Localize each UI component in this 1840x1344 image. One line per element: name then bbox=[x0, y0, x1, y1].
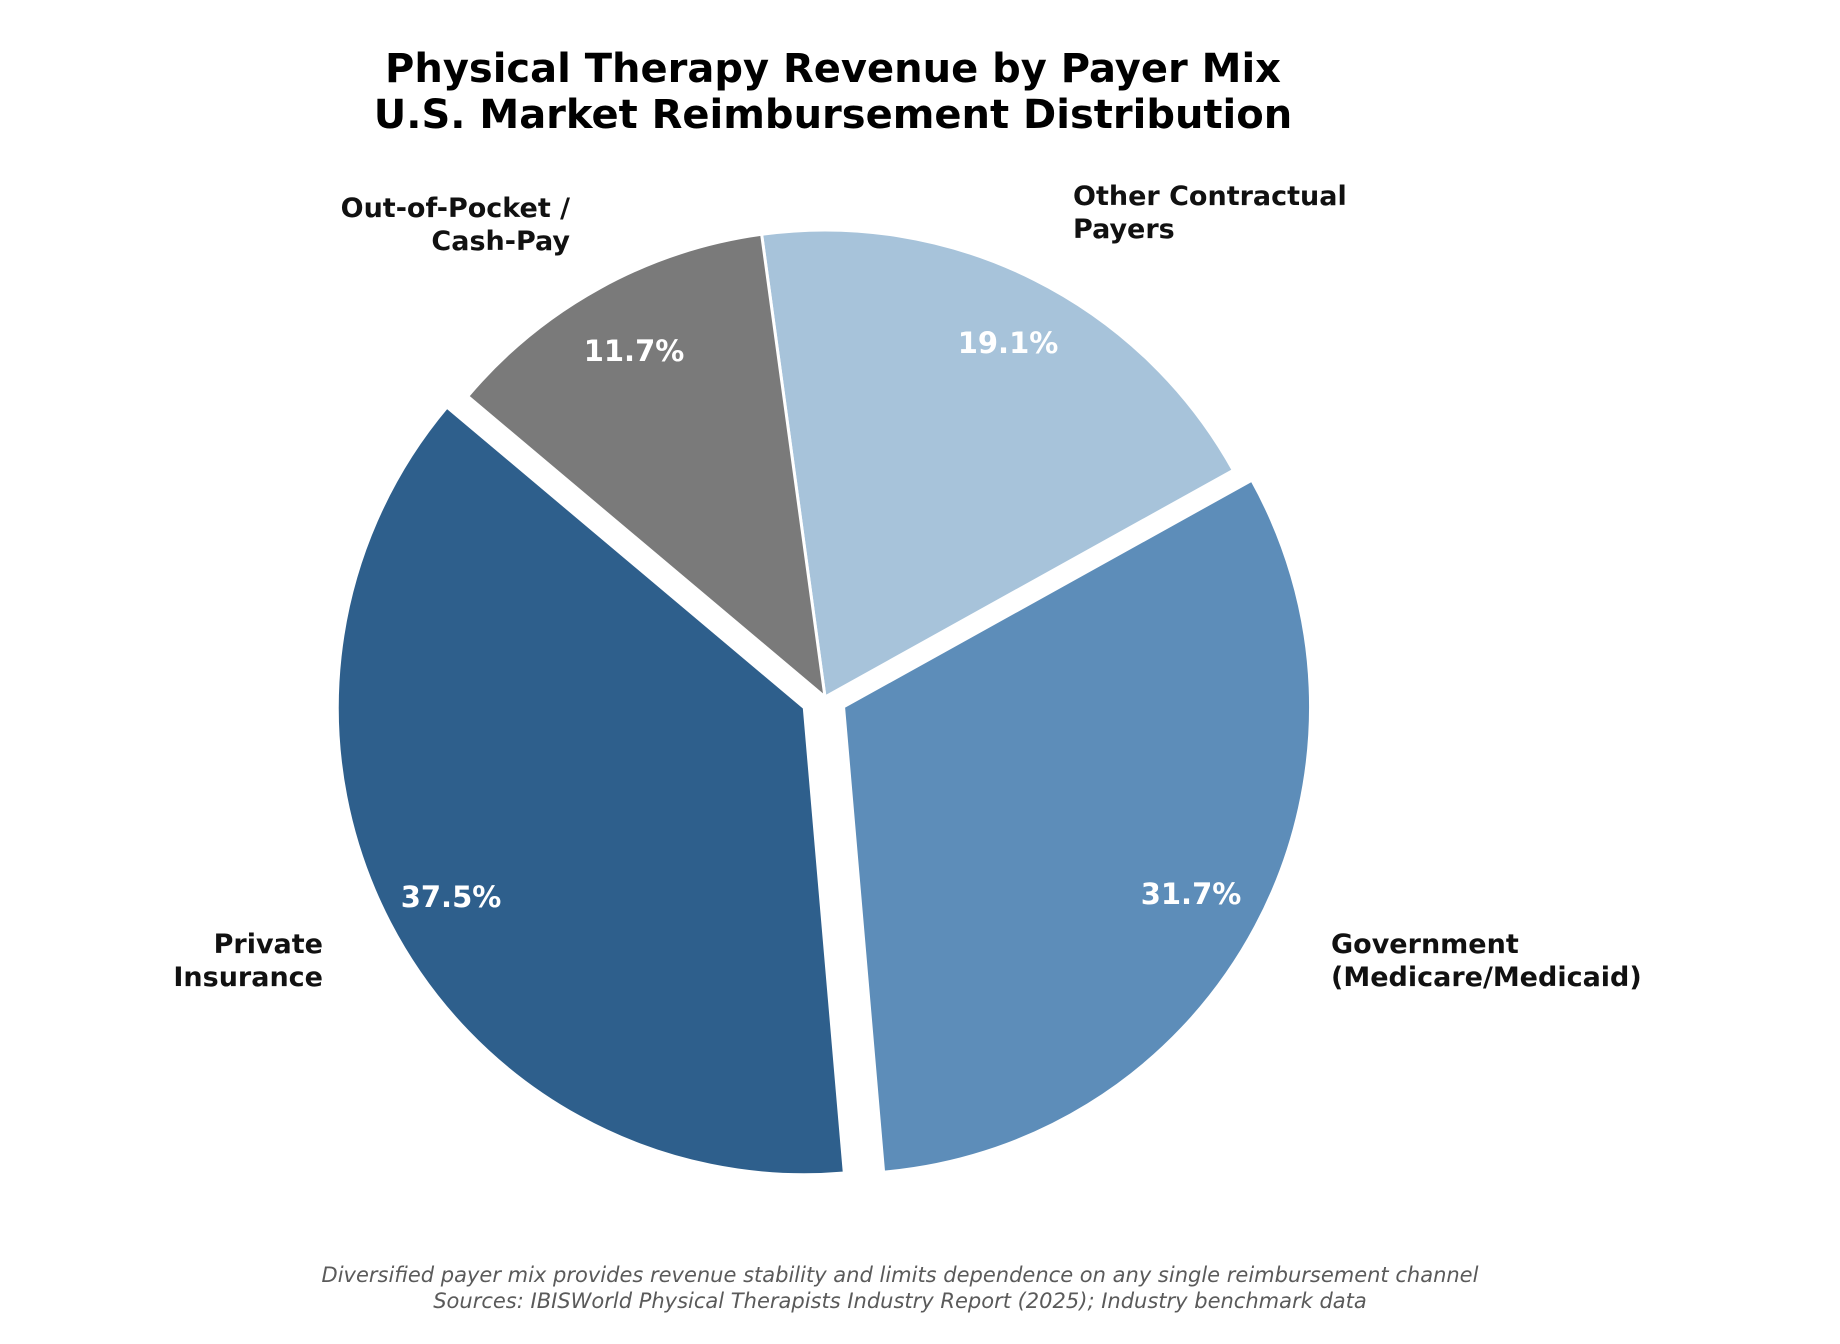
label-government: Government (Medicare/Medicaid) bbox=[1331, 928, 1642, 994]
label-government-line1: Government bbox=[1331, 929, 1519, 960]
slice-other-contractual bbox=[759, 228, 1236, 700]
slice-out-of-pocket bbox=[465, 232, 828, 701]
label-out-of-pocket: Out-of-Pocket / Cash-Pay bbox=[341, 192, 570, 258]
pct-private-insurance: 37.5% bbox=[400, 880, 502, 914]
footer-note: Diversified payer mix provides revenue s… bbox=[321, 1263, 1479, 1287]
slice-government bbox=[841, 478, 1313, 1174]
slice-private-insurance bbox=[335, 404, 846, 1177]
chart-footer: Diversified payer mix provides revenue s… bbox=[0, 1262, 1800, 1314]
footer-sources: Sources: IBISWorld Physical Therapists I… bbox=[433, 1289, 1367, 1313]
label-oop-line2: Cash-Pay bbox=[431, 226, 570, 257]
label-other-line1: Other Contractual bbox=[1073, 181, 1347, 212]
label-private-line1: Private bbox=[213, 929, 323, 960]
label-private-line2: Insurance bbox=[173, 962, 323, 993]
label-private-insurance: Private Insurance bbox=[173, 928, 323, 994]
label-government-line2: (Medicare/Medicaid) bbox=[1331, 962, 1642, 993]
chart-title: Physical Therapy Revenue by Payer Mix U.… bbox=[0, 46, 1666, 138]
pct-government: 31.7% bbox=[1140, 877, 1242, 911]
chart-title-line2: U.S. Market Reimbursement Distribution bbox=[373, 92, 1293, 138]
pct-out-of-pocket: 11.7% bbox=[583, 334, 685, 368]
label-other-contractual: Other Contractual Payers bbox=[1073, 180, 1347, 246]
pct-other-contractual: 19.1% bbox=[957, 326, 1059, 360]
label-other-line2: Payers bbox=[1073, 214, 1175, 245]
label-oop-line1: Out-of-Pocket / bbox=[340, 193, 570, 224]
chart-title-line1: Physical Therapy Revenue by Payer Mix bbox=[385, 46, 1281, 92]
